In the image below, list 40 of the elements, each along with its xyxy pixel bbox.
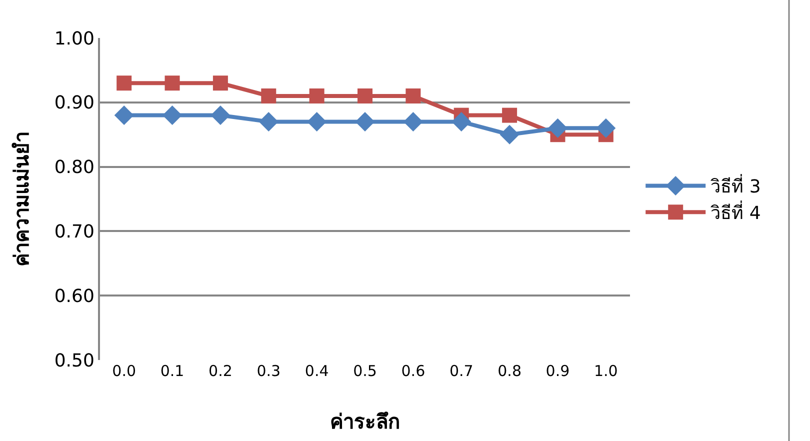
- x-tick-label: 0.3: [256, 362, 281, 380]
- x-tick-label: 0.0: [112, 362, 136, 380]
- point: [164, 76, 180, 91]
- x-tick-label: 0.1: [160, 362, 184, 380]
- point: [261, 88, 276, 104]
- x-tick-label: 0.9: [546, 362, 570, 380]
- point: [502, 108, 518, 123]
- x-tick-label: 0.8: [498, 362, 522, 380]
- point: [162, 106, 182, 126]
- y-tick-label: 0.70: [54, 222, 94, 242]
- point: [406, 88, 421, 104]
- y-axis-title: ค่าความแม่นยำ: [9, 132, 34, 266]
- point: [114, 106, 134, 126]
- y-tick-label: 0.50: [54, 350, 94, 372]
- point: [307, 112, 327, 132]
- point: [116, 76, 132, 91]
- point: [548, 118, 568, 138]
- y-tick-label: 0.80: [54, 157, 94, 178]
- y-tick-label: 0.60: [54, 286, 94, 307]
- x-tick-label: 0.4: [304, 362, 329, 380]
- x-tick-label: 0.7: [449, 362, 474, 380]
- y-tick-label: 0.90: [54, 92, 94, 114]
- legend-label: วิธีที่ 4: [710, 200, 761, 224]
- point: [258, 112, 278, 132]
- point: [358, 88, 372, 104]
- point: [500, 124, 520, 144]
- x-tick-label: 0.5: [353, 362, 377, 380]
- x-tick-label: 0.2: [208, 362, 232, 380]
- x-tick-label: 1.0: [594, 362, 618, 380]
- point: [355, 112, 375, 132]
- point: [403, 112, 423, 132]
- x-axis-title: ค่าระลึก: [330, 410, 400, 434]
- legend-label: วิธีที่ 3: [710, 174, 761, 198]
- point: [452, 112, 472, 132]
- point: [596, 118, 616, 138]
- y-tick-label: 1.00: [54, 28, 94, 50]
- x-tick-label: 0.6: [401, 362, 426, 380]
- point: [210, 106, 230, 126]
- point: [212, 76, 228, 91]
- point: [309, 88, 324, 104]
